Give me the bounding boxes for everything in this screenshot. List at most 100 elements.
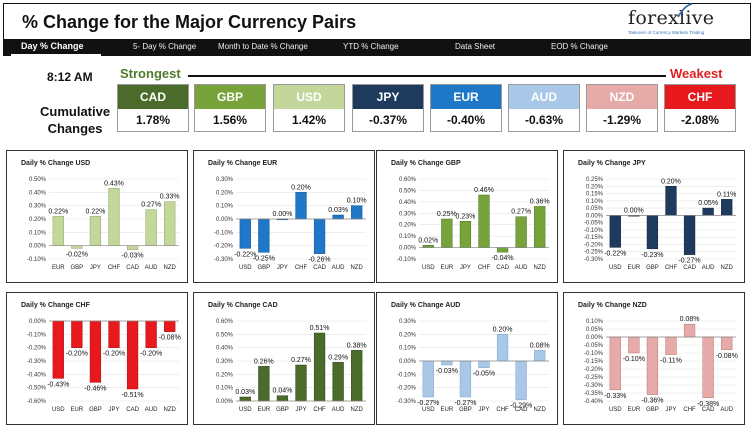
data-label: -0.20% [66,351,88,358]
data-label: 0.00% [272,211,292,218]
x-category-label: NZD [721,265,734,271]
x-category-label: AUD [720,407,733,413]
y-tick-label: -0.25% [584,250,604,256]
tab-data-sheet[interactable]: Data Sheet [455,42,496,51]
data-label: -0.04% [491,255,513,262]
x-category-label: GBP [646,407,659,413]
bar-jpy [478,360,490,368]
data-label: 0.27% [141,202,161,209]
currency-cumulative-value: 1.78% [135,113,171,127]
x-category-label: EUR [441,407,454,413]
x-category-label: CAD [126,265,139,271]
bar-chf [295,192,307,220]
bar-jpy [108,320,120,348]
y-tick-label: 0.60% [399,177,417,183]
chart-title: Daily % Change CHF [21,302,91,309]
x-category-label: EUR [258,407,271,413]
x-category-label: CAD [313,265,326,271]
bar-nzd [351,350,363,402]
tab-month-to-date-change[interactable]: Month to Date % Change [218,42,308,51]
y-tick-label: 0.05% [586,327,604,333]
currency-cumulative-value: -1.29% [602,113,642,127]
x-category-label: USD [239,265,252,271]
bar-aud [332,362,344,402]
x-category-label: USD [239,407,252,413]
data-label: -0.25% [253,255,275,262]
x-category-label: AUD [332,265,345,271]
x-category-label: USD [422,265,435,271]
x-category-label: EUR [71,407,84,413]
data-label: -0.46% [84,385,106,392]
data-label: 0.51% [310,325,330,332]
bar-chf [108,188,120,246]
y-tick-label: 0.05% [586,206,604,212]
currency-code: EUR [431,85,501,109]
bar-eur [52,216,64,246]
chart-panel-eur: Daily % Change EUR -0.30% -0.20% -0.10% 0.00… [193,150,375,283]
y-tick-label: 0.30% [216,359,234,365]
data-label: 0.05% [698,200,718,207]
data-label: 0.22% [48,208,68,215]
y-tick-label: -0.30% [584,257,604,263]
currency-code: GBP [195,85,265,109]
y-tick-label: 0.00% [399,359,417,365]
y-tick-label: 0.00% [586,213,604,219]
bar-aud [721,336,733,351]
tab-bar: Day % Change 5- Day % Change Month to Da… [3,40,751,56]
data-label: 0.20% [291,184,311,191]
y-tick-label: 0.00% [216,399,234,405]
x-category-label: JPY [460,265,471,271]
currency-code: CAD [118,85,188,109]
bar-nzd [164,201,176,246]
chart-title: Daily % Change USD [21,160,90,167]
chart-title: Daily % Change JPY [578,160,646,167]
bar-cad [126,245,139,250]
tab-day-change[interactable]: Day % Change [21,41,84,51]
chart-panel-usd: Daily % Change USD -0.10% 0.00% 0.10% 0.20% 0… [6,150,188,283]
bar-aud [702,207,714,216]
currency-cumulative-value: -0.40% [446,113,486,127]
y-tick-label: 0.10% [586,319,604,325]
y-tick-label: 0.30% [399,319,417,325]
y-tick-label: -0.30% [584,383,604,389]
y-tick-label: 0.00% [29,319,47,325]
data-label: 0.27% [511,209,531,216]
currency-box-gbp: GBP 1.56% [194,84,266,132]
bar-chf [665,186,677,216]
y-tick-label: -0.05% [584,221,604,227]
data-label: -0.27% [417,400,439,407]
data-label: 0.08% [680,316,700,323]
data-label: -0.08% [716,353,738,360]
bar-nzd [721,199,733,216]
bar-gbp [89,320,102,383]
x-category-label: JPY [90,265,101,271]
x-category-label: CAD [702,407,715,413]
cumulative-changes-label: Cumulative Changes [40,103,110,137]
y-tick-label: -0.20% [397,386,417,392]
y-tick-label: -0.15% [584,235,604,241]
tab-ytd-change[interactable]: YTD % Change [343,42,399,51]
data-label: 0.25% [437,211,457,218]
tab-eod-change[interactable]: EOD % Change [551,42,608,51]
y-tick-label: -0.10% [584,228,604,234]
bar-chart-svg: Daily % Change JPY-0.30%-0.25%-0.20%-0.1… [578,160,736,271]
currency-code: AUD [509,85,579,109]
tab-5-day-change[interactable]: 5- Day % Change [133,42,197,51]
y-tick-label: -0.20% [27,346,47,352]
x-category-label: USD [52,407,65,413]
x-category-label: CHF [496,407,509,413]
y-tick-label: 0.30% [216,177,234,183]
data-label: 0.33% [160,194,180,201]
bar-chf [478,194,490,248]
bar-eur [71,320,83,348]
data-label: -0.08% [159,335,181,342]
bar-chart-svg: Daily % Change CAD 0.00% 0.10% 0.20% 0.30% 0.… [208,302,367,413]
forexlive-logo[interactable]: forexlive Takeover of Currency Markets T… [622,3,732,39]
x-category-label: AUD [145,265,158,271]
strength-scale-line [188,75,666,77]
x-category-label: USD [422,407,435,413]
data-label: -0.10% [623,356,645,363]
currency-cumulative-value: -0.37% [368,113,408,127]
y-tick-label: -0.50% [27,386,47,392]
bar-eur [258,366,270,402]
